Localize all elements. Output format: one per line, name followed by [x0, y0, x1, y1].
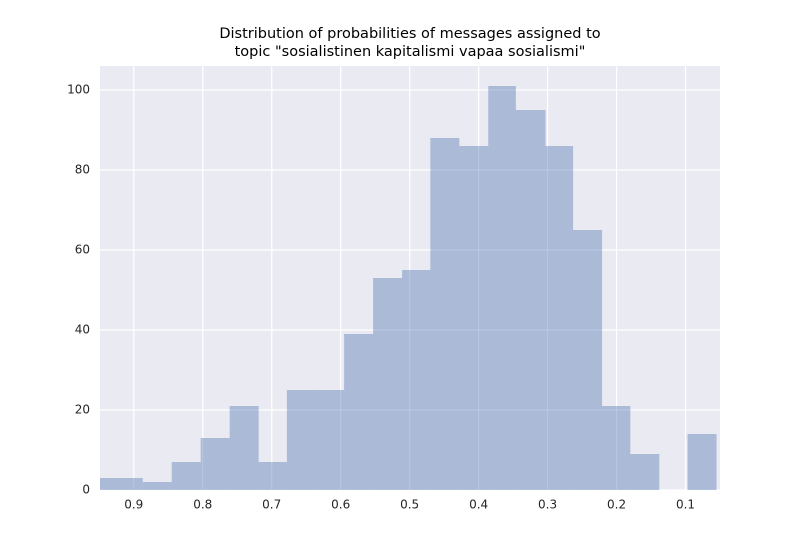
bar [171, 462, 201, 490]
chart-title: topic "sosialistinen kapitalismi vapaa s… [235, 44, 586, 60]
bar [402, 270, 431, 490]
chart-title: Distribution of probabilities of message… [219, 26, 600, 42]
y-tick-label: 40 [75, 323, 90, 337]
bar [602, 406, 631, 490]
x-tick-label: 0.1 [676, 498, 695, 512]
bar [100, 478, 143, 490]
x-tick-label: 0.2 [607, 498, 626, 512]
bar [459, 146, 489, 490]
x-tick-label: 0.7 [262, 498, 281, 512]
bar [286, 390, 316, 490]
bar [373, 278, 403, 490]
bar [200, 438, 230, 490]
x-tick-label: 0.8 [193, 498, 212, 512]
bar [430, 138, 460, 490]
x-tick-label: 0.9 [124, 498, 143, 512]
bar [630, 454, 660, 490]
bar [515, 110, 546, 490]
bar [229, 406, 259, 490]
x-tick-label: 0.4 [469, 498, 488, 512]
y-tick-label: 80 [75, 163, 90, 177]
x-tick-label: 0.6 [331, 498, 350, 512]
x-tick-label: 0.3 [538, 498, 557, 512]
y-tick-label: 0 [82, 483, 90, 497]
y-tick-label: 60 [75, 243, 90, 257]
bar [142, 482, 172, 490]
bar [258, 462, 287, 490]
y-tick-label: 20 [75, 403, 90, 417]
bar [344, 334, 374, 490]
bar [545, 146, 574, 490]
y-tick-label: 100 [67, 83, 90, 97]
bar [687, 434, 717, 490]
x-tick-label: 0.5 [400, 498, 419, 512]
bar [573, 230, 603, 490]
bar [315, 390, 345, 490]
bar [488, 86, 516, 490]
